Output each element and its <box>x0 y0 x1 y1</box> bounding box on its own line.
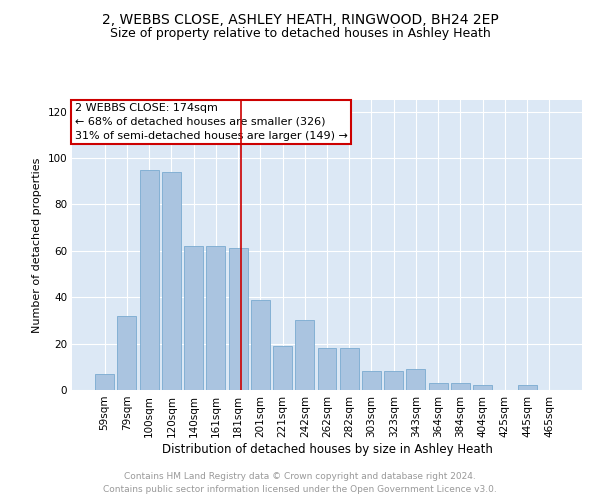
Text: Size of property relative to detached houses in Ashley Heath: Size of property relative to detached ho… <box>110 28 490 40</box>
Bar <box>251 300 270 390</box>
Text: Contains public sector information licensed under the Open Government Licence v3: Contains public sector information licen… <box>103 484 497 494</box>
Text: 2, WEBBS CLOSE, ASHLEY HEATH, RINGWOOD, BH24 2EP: 2, WEBBS CLOSE, ASHLEY HEATH, RINGWOOD, … <box>101 12 499 26</box>
Bar <box>273 346 292 390</box>
Bar <box>340 348 359 390</box>
Bar <box>384 372 403 390</box>
Bar <box>317 348 337 390</box>
Bar <box>140 170 158 390</box>
Bar <box>184 246 203 390</box>
Bar <box>295 320 314 390</box>
X-axis label: Distribution of detached houses by size in Ashley Heath: Distribution of detached houses by size … <box>161 442 493 456</box>
Bar <box>518 386 536 390</box>
Bar <box>473 386 492 390</box>
Y-axis label: Number of detached properties: Number of detached properties <box>32 158 42 332</box>
Text: Contains HM Land Registry data © Crown copyright and database right 2024.: Contains HM Land Registry data © Crown c… <box>124 472 476 481</box>
Bar <box>406 369 425 390</box>
Bar <box>206 246 225 390</box>
Bar <box>95 374 114 390</box>
Bar <box>429 383 448 390</box>
Bar <box>118 316 136 390</box>
Bar <box>229 248 248 390</box>
Bar <box>162 172 181 390</box>
Bar <box>451 383 470 390</box>
Bar <box>362 372 381 390</box>
Text: 2 WEBBS CLOSE: 174sqm
← 68% of detached houses are smaller (326)
31% of semi-det: 2 WEBBS CLOSE: 174sqm ← 68% of detached … <box>74 103 347 141</box>
